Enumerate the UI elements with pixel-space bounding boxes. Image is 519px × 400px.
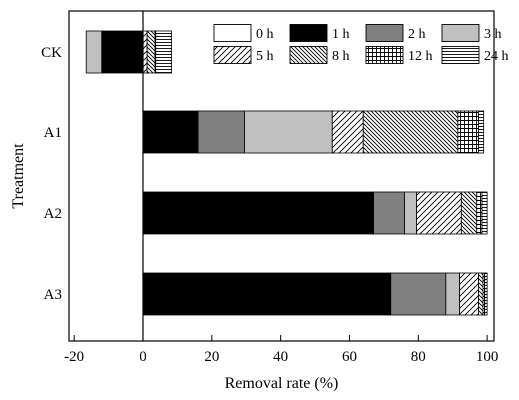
bar-segment-ck-24-h [155, 30, 172, 74]
bar-segment-ck-5-h [142, 30, 148, 74]
bar-segment-a2-2-h [373, 191, 405, 235]
x-tick-label: 60 [342, 349, 357, 365]
bar-segment-a3-24-h [484, 272, 488, 316]
bar-segment-a2-3-h [404, 191, 417, 235]
legend-swatch-24-h [441, 46, 480, 64]
y-tick-label-ck: CK [41, 45, 62, 61]
bar-segment-a3-1-h [142, 272, 392, 316]
legend-swatch-2-h [365, 24, 404, 42]
bars-layer [85, 30, 488, 316]
legend-label-5-h: 5 h [256, 49, 274, 64]
legend-swatch-5-h [213, 46, 252, 64]
bar-segment-a3-2-h [390, 272, 447, 316]
legend-label-3-h: 3 h [484, 27, 502, 42]
legend-swatch-1-h [289, 24, 328, 42]
legend-label-1-h: 1 h [332, 27, 350, 42]
bar-segment-a1-1-h [142, 110, 199, 154]
legend-label-24-h: 24 h [484, 49, 509, 64]
x-tick-label: -20 [64, 349, 84, 365]
bar-segment-a1-8-h [362, 110, 459, 154]
bar-segment-a1-24-h [478, 110, 485, 154]
legend-swatch-8-h [289, 46, 328, 64]
legend-label-12-h: 12 h [408, 49, 433, 64]
bar-segment-a1-12-h [457, 110, 479, 154]
y-axis-ticks: CK A1 A2 A3 [41, 45, 62, 303]
y-tick-label-a2: A2 [44, 206, 62, 222]
x-tick-label: 40 [273, 349, 288, 365]
x-tick-label: 100 [476, 349, 499, 365]
bar-segment-a3-3-h [445, 272, 460, 316]
x-tick-label: 80 [411, 349, 426, 365]
bar-segment-a2-1-h [142, 191, 374, 235]
legend-label-2-h: 2 h [408, 27, 426, 42]
bar-segment-a1-5-h [331, 110, 364, 154]
bar-segment-ck-1-h [101, 30, 144, 74]
x-tick-label: 0 [139, 349, 147, 365]
legend-swatch-12-h [365, 46, 404, 64]
legend-label-8-h: 8 h [332, 49, 350, 64]
bar-segment-a2-12-h [476, 191, 483, 235]
legend: 0 h 1 h 2 h 3 h 5 h 8 h 12 h 24 h [213, 24, 509, 64]
y-tick-label-a1: A1 [44, 125, 62, 141]
y-axis-title: Treatment [10, 143, 27, 209]
bar-segment-a2-24-h [481, 191, 488, 235]
x-axis-ticks: -20 0 20 40 60 80 100 [64, 335, 498, 365]
plot-frame [68, 10, 495, 342]
y-tick-label-a3: A3 [44, 287, 62, 303]
legend-label-0-h: 0 h [256, 27, 274, 42]
bar-segment-a1-2-h [197, 110, 245, 154]
bar-segment-ck-3-h [85, 30, 103, 74]
x-axis-title: Removal rate (%) [225, 375, 339, 392]
legend-swatch-3-h [441, 24, 480, 42]
bar-segment-a3-8-h [478, 272, 484, 316]
bar-segment-ck-8-h [146, 30, 156, 74]
bar-segment-a1-3-h [244, 110, 333, 154]
legend-swatch-0-h [213, 24, 252, 42]
bar-segment-a3-5-h [459, 272, 479, 316]
x-tick-label: 20 [204, 349, 219, 365]
bar-segment-a2-5-h [416, 191, 462, 235]
bar-segment-a2-8-h [460, 191, 478, 235]
